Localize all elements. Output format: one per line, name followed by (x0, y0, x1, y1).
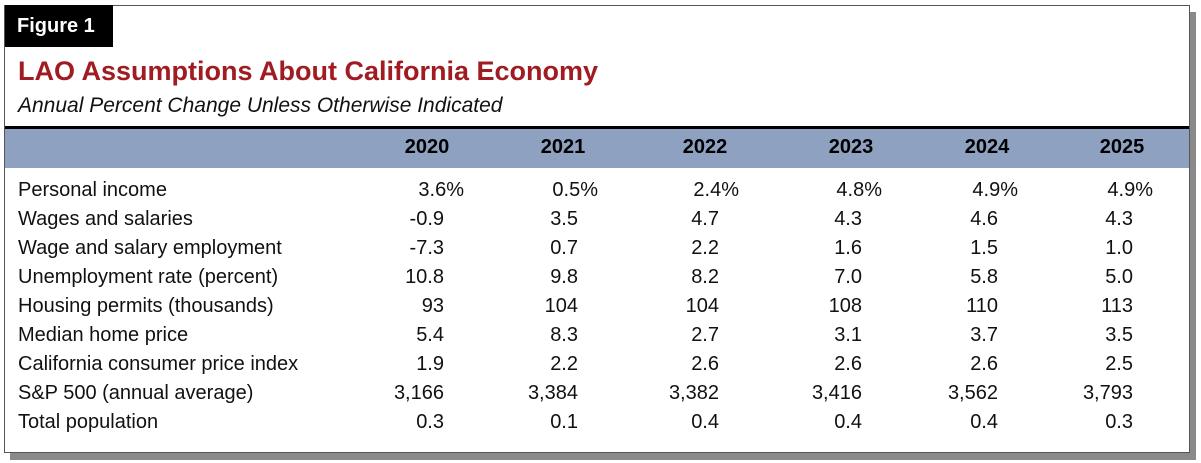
table-cell: 2.5 (1105, 353, 1133, 375)
table-cell: 3.7 (970, 324, 998, 346)
table-cell: 108 (828, 295, 862, 317)
column-header-0: 2020 (404, 136, 450, 158)
table-cell: 0.4 (834, 411, 862, 433)
table-cell: 1.9 (416, 353, 444, 375)
row-label: California consumer price index (18, 353, 299, 375)
table-cell: -7.3 (409, 237, 444, 259)
table-cell: 2.2 (691, 237, 719, 259)
table-row: Median home price 5.4 8.3 2.7 3.1 3.7 3.5 (0, 324, 1190, 353)
table-cell: 8.3 (550, 324, 578, 346)
table-cell: 3,562 (947, 382, 998, 404)
table-cell: 1.6 (834, 237, 862, 259)
table-cell: -0.9 (409, 208, 444, 230)
table-body: Personal income 3.6% 0.5% 2.4% 4.8% 4.9% 4.9% W… (0, 179, 1190, 440)
table-cell: 2.6 (691, 353, 719, 375)
figure-panel (4, 5, 1190, 453)
table-cell: 0.7 (550, 237, 578, 259)
table-cell: 9.8 (550, 266, 578, 288)
table-cell: 5.8 (970, 266, 998, 288)
table-cell: 0.3 (1105, 411, 1133, 433)
table-cell: 3,793 (1082, 382, 1133, 404)
table-cell: 2.4% (693, 179, 739, 201)
table-cell: 3,166 (393, 382, 444, 404)
table-cell: 0.5% (552, 179, 598, 201)
column-header-1: 2021 (540, 136, 586, 158)
figure-subtitle: Annual Percent Change Unless Otherwise I… (18, 94, 503, 117)
row-label: Housing permits (thousands) (18, 295, 274, 317)
table-cell: 93 (421, 295, 444, 317)
table-cell: 104 (544, 295, 578, 317)
table-cell: 5.4 (416, 324, 444, 346)
row-label: S&P 500 (annual average) (18, 382, 254, 404)
table-row: Wages and salaries -0.9 3.5 4.7 4.3 4.6 4.3 (0, 208, 1190, 237)
table-cell: 7.0 (834, 266, 862, 288)
table-cell: 1.0 (1105, 237, 1133, 259)
table-header-band (5, 126, 1189, 168)
figure-label: Figure 1 (5, 5, 113, 47)
table-cell: 1.5 (970, 237, 998, 259)
table-cell: 3,384 (527, 382, 578, 404)
table-cell: 2.7 (691, 324, 719, 346)
column-header-5: 2025 (1099, 136, 1145, 158)
table-cell: 5.0 (1105, 266, 1133, 288)
table-cell: 3.6% (418, 179, 464, 201)
table-cell: 4.8% (836, 179, 882, 201)
table-cell: 4.3 (1105, 208, 1133, 230)
table-cell: 2.6 (834, 353, 862, 375)
row-label: Median home price (18, 324, 189, 346)
table-row: Total population 0.3 0.1 0.4 0.4 0.4 0.3 (0, 411, 1190, 440)
row-label: Total population (18, 411, 159, 433)
table-cell: 3,382 (668, 382, 719, 404)
table-cell: 110 (966, 295, 998, 317)
table-cell: 0.4 (970, 411, 998, 433)
table-cell: 2.6 (970, 353, 998, 375)
table-cell: 4.9% (1107, 179, 1153, 201)
table-cell: 10.8 (405, 266, 444, 288)
table-cell: 4.6 (970, 208, 998, 230)
table-row: California consumer price index 1.9 2.2 2.6… (0, 353, 1190, 382)
table-cell: 3.1 (834, 324, 862, 346)
table-row: Unemployment rate (percent) 10.8 9.8 8.2 7.0… (0, 266, 1190, 295)
table-row: Personal income 3.6% 0.5% 2.4% 4.8% 4.9% 4.9% (0, 179, 1190, 208)
table-cell: 0.1 (550, 411, 578, 433)
table-cell: 3.5 (1105, 324, 1133, 346)
table-cell: 8.2 (691, 266, 719, 288)
table-cell: 3,416 (811, 382, 862, 404)
table-cell: 3.5 (550, 208, 578, 230)
table-cell: 104 (685, 295, 719, 317)
row-label: Unemployment rate (percent) (18, 266, 279, 288)
column-header-2: 2022 (682, 136, 728, 158)
table-row: S&P 500 (annual average) 3,166 3,384 3,382 3… (0, 382, 1190, 411)
table-row: Housing permits (thousands) 93 104 104 108 11… (0, 295, 1190, 324)
row-label: Wage and salary employment (18, 237, 282, 259)
row-label: Wages and salaries (18, 208, 193, 230)
table-cell: 4.7 (691, 208, 719, 230)
figure-title: LAO Assumptions About California Economy (18, 56, 599, 86)
table-cell: 4.3 (834, 208, 862, 230)
table-cell: 113 (1101, 295, 1133, 317)
column-header-4: 2024 (964, 136, 1010, 158)
table-cell: 0.4 (691, 411, 719, 433)
table-cell: 0.3 (416, 411, 444, 433)
table-row: Wage and salary employment -7.3 0.7 2.2 1.6 1… (0, 237, 1190, 266)
table-cell: 2.2 (550, 353, 578, 375)
table-cell: 4.9% (972, 179, 1018, 201)
column-header-3: 2023 (828, 136, 874, 158)
row-label: Personal income (18, 179, 167, 201)
